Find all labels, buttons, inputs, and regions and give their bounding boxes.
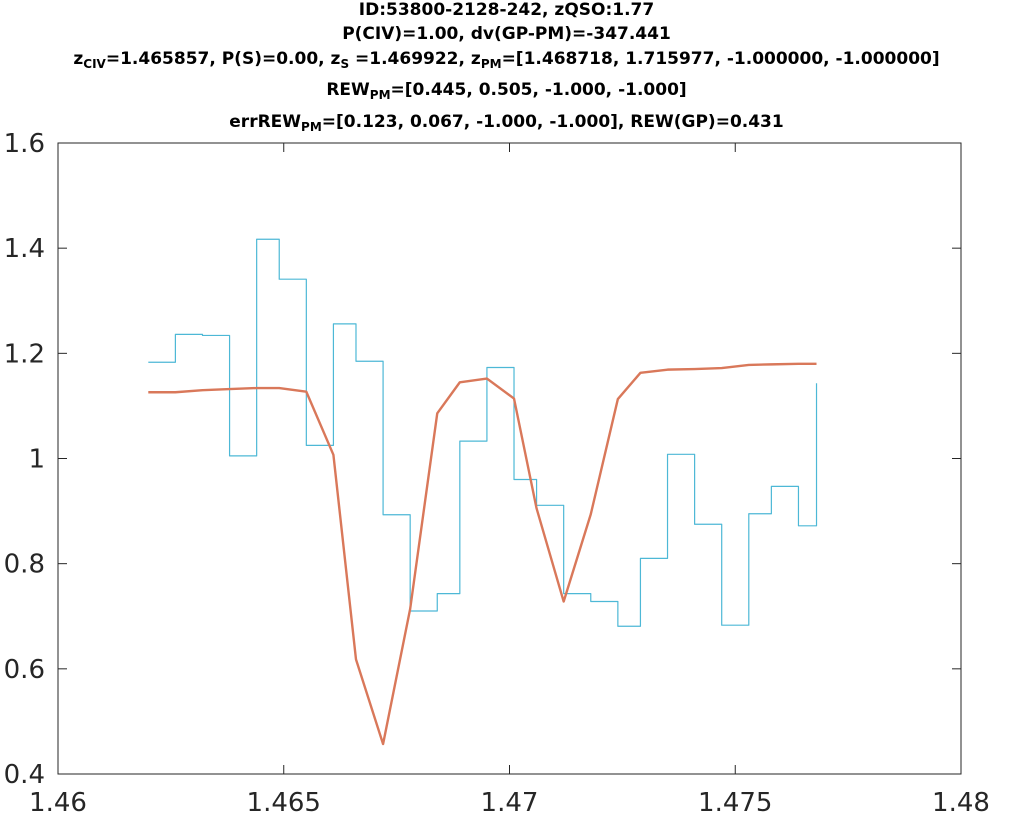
chart-marks: [148, 238, 818, 746]
title-line-3: zCIV=1.465857, P(S)=0.00, zS =1.469922, …: [73, 49, 940, 71]
x-tick-label: 1.47: [481, 788, 539, 815]
y-tick-label: 0.8: [4, 550, 45, 580]
title-line-4: REWPM=[0.445, 0.505, -1.000, -1.000]: [326, 80, 687, 102]
axis-ticks: 1.46 1.465 1.47 1.475 1.48 0.4 0.6 0.8 1 1.2 1.4 1.…: [4, 129, 990, 815]
plot-frame: [57, 142, 962, 775]
y-tick-label: 1.6: [4, 129, 45, 159]
y-tick-label: 0.4: [4, 760, 45, 790]
x-tick-label: 1.475: [698, 788, 772, 815]
y-tick-label: 1.4: [4, 234, 45, 264]
title-line-5: errREWPM=[0.123, 0.067, -1.000, -1.000],…: [229, 112, 784, 134]
spectrum-step-series: [148, 238, 818, 627]
x-tick-label: 1.46: [29, 788, 87, 815]
model-fit-series: [148, 362, 817, 746]
y-tick-label: 0.6: [4, 655, 45, 685]
title-line-2: P(CIV)=1.00, dv(GP-PM)=-347.441: [342, 24, 671, 44]
title-line-1: ID:53800-2128-242, zQSO:1.77: [358, 0, 655, 20]
x-tick-label: 1.48: [932, 788, 990, 815]
y-tick-label: 1: [28, 445, 45, 475]
x-tick-label: 1.465: [247, 788, 321, 815]
y-tick-label: 1.2: [4, 339, 45, 369]
